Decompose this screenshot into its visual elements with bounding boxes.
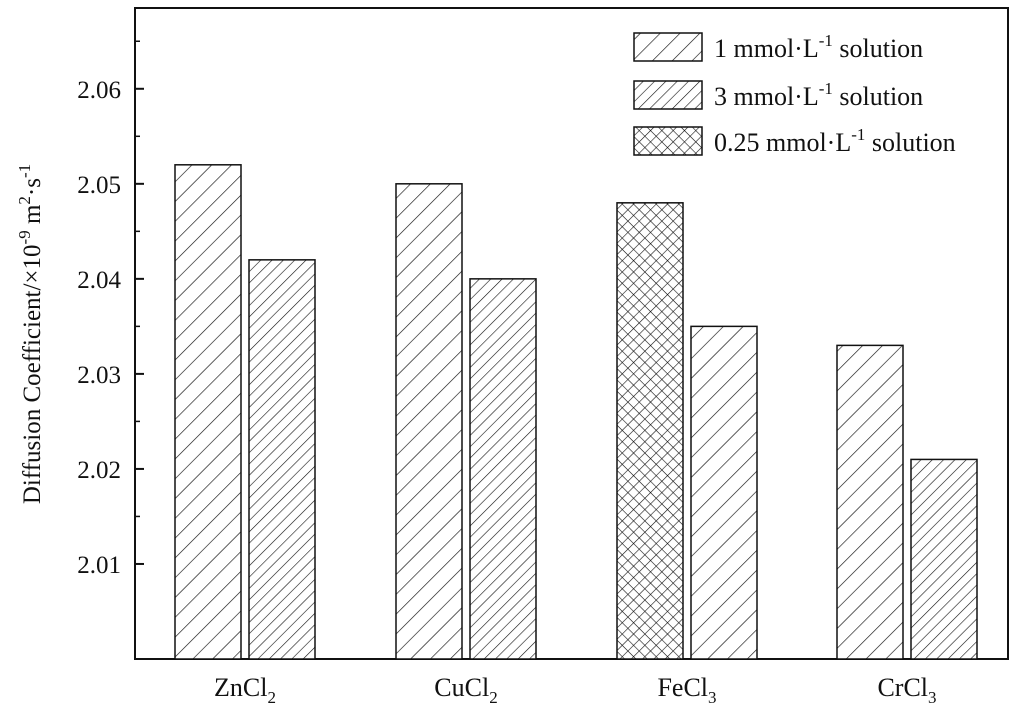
bar-5 [690,325,758,660]
x-tick-label: FeCl3 [657,673,716,707]
x-tick-label: CuCl2 [434,673,497,707]
x-tick-label: CrCl3 [877,673,936,707]
legend-swatch [633,126,703,156]
y-tick-label: 2.05 [77,172,121,199]
legend-label: 1 mmol·L-1 solution [714,31,923,63]
bar-1 [248,259,316,660]
y-axis: 2.01 2.02 2.03 2.04 2.05 2.06 [77,40,144,579]
bar-3 [469,278,537,660]
plot-frame [134,7,1009,660]
x-axis: ZnCl2 CuCl2 FeCl3 CrCl3 [214,673,937,707]
bar-6 [836,344,904,660]
bars-layer [174,164,978,660]
legend-swatch [633,32,703,62]
legend: 1 mmol·L-1 solution 3 mmol·L-1 solution 0.… [633,31,956,157]
legend-label: 0.25 mmol·L-1 solution [714,125,956,157]
bar-0 [174,164,242,660]
legend-swatch [633,80,703,110]
legend-label: 3 mmol·L-1 solution [714,79,923,111]
bar-4 [616,202,684,660]
y-axis-title: Diffusion Coefficient/×10-9 m2·s-1 [15,164,46,504]
y-tick-label: 2.06 [77,77,121,104]
bar-2 [395,183,463,660]
bar-7 [910,458,978,660]
y-tick-label: 2.01 [77,552,121,579]
y-tick-label: 2.04 [77,267,121,294]
y-tick-label: 2.03 [77,362,121,389]
x-tick-label: ZnCl2 [214,673,276,707]
y-tick-label: 2.02 [77,457,121,484]
